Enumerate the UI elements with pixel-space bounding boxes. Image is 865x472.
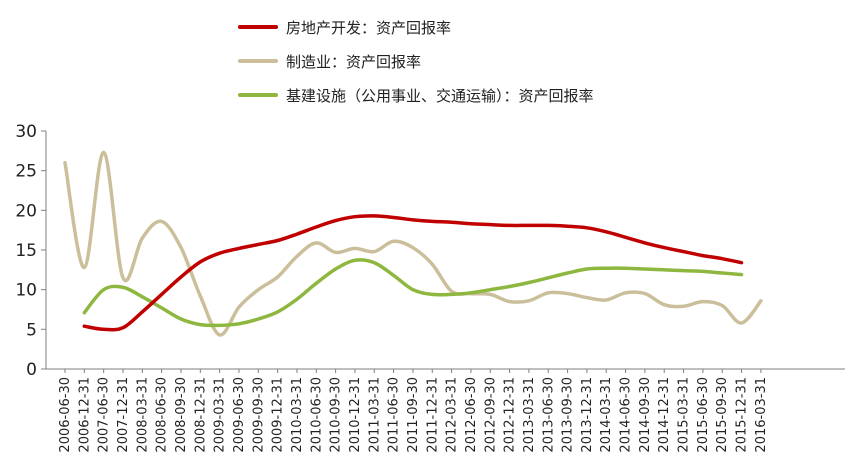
x-tick-label: 2008-06-30 [155,377,170,453]
x-tick-label: 2013-06-30 [541,377,556,453]
x-tick-label: 2010-06-30 [309,377,324,453]
x-tick-label: 2009-03-31 [213,377,228,453]
y-tick-label: 30 [15,122,37,142]
x-tick-label: 2014-09-30 [638,377,653,453]
x-tick-label: 2015-09-30 [715,377,730,453]
legend-label-infrastructure: 基建设施（公用事业、交通运输）：资产回报率 [286,86,594,105]
x-tick-label: 2006-12-31 [77,377,92,453]
series-line-infrastructure [82,258,744,328]
x-tick-label: 2009-12-31 [271,377,286,453]
x-tick-label: 2015-06-30 [696,377,711,453]
x-tick-label: 2015-03-31 [677,377,692,453]
legend-swatch-real-estate [238,25,278,29]
x-tick-label: 2015-12-31 [735,377,750,453]
x-tick-label: 2006-06-30 [58,377,73,453]
chart-series-lines [63,150,763,337]
legend-label-real-estate: 房地产开发：资产回报率 [286,18,452,37]
x-tick-label: 2012-09-30 [483,377,498,453]
legend-swatch-infrastructure [238,93,278,97]
x-tick-label: 2007-06-30 [97,377,112,453]
y-tick-label: 25 [15,162,37,182]
y-tick-label: 15 [15,241,37,261]
x-tick-label: 2008-03-31 [135,377,150,453]
x-tick-label: 2008-12-31 [193,377,208,453]
y-tick-label: 5 [26,320,37,340]
legend-item-real-estate: 房地产开发：资产回报率 [238,10,594,44]
x-tick-label: 2014-12-31 [657,377,672,453]
x-tick-label: 2014-03-31 [599,377,614,453]
x-tick-label: 2011-12-31 [425,377,440,453]
legend-item-infrastructure: 基建设施（公用事业、交通运输）：资产回报率 [238,78,594,112]
x-tick-label: 2011-03-31 [367,377,382,453]
x-tick-label: 2010-03-31 [290,377,305,453]
x-tick-label: 2012-12-31 [503,377,518,453]
x-tick-label: 2010-12-31 [348,377,363,453]
x-tick-label: 2008-09-30 [174,377,189,453]
x-tick-label: 2012-06-30 [464,377,479,453]
x-tick-label: 2013-03-31 [522,377,537,453]
x-tick-label: 2009-09-30 [251,377,266,453]
chart-legend: 房地产开发：资产回报率 制造业：资产回报率 基建设施（公用事业、交通运输）：资产… [238,10,594,112]
x-tick-label: 2011-06-30 [387,377,402,453]
x-tick-label: 2012-03-31 [445,377,460,453]
series-line-manufacturing [63,150,763,337]
chart-axes: 0 5 10 15 20 25 30 2006-06-30 2006-12-31 2007-06-… [15,122,845,453]
y-tick-label: 10 [15,281,37,301]
x-tick-label: 2011-09-30 [406,377,421,453]
legend-swatch-manufacturing [238,59,278,63]
x-tick-label: 2013-09-30 [561,377,576,453]
x-tick-label: 2009-06-30 [232,377,247,453]
y-tick-label: 0 [26,360,37,380]
y-tick-label: 20 [15,201,37,221]
legend-item-manufacturing: 制造业：资产回报率 [238,44,594,78]
x-tick-label: 2014-06-30 [619,377,634,453]
x-tick-label: 2016-03-31 [754,377,769,453]
x-tick-label: 2007-12-31 [116,377,131,453]
series-line-real-estate [82,214,744,332]
legend-label-manufacturing: 制造业：资产回报率 [286,52,422,71]
x-tick-label: 2010-09-30 [329,377,344,453]
x-tick-label: 2013-12-31 [580,377,595,453]
